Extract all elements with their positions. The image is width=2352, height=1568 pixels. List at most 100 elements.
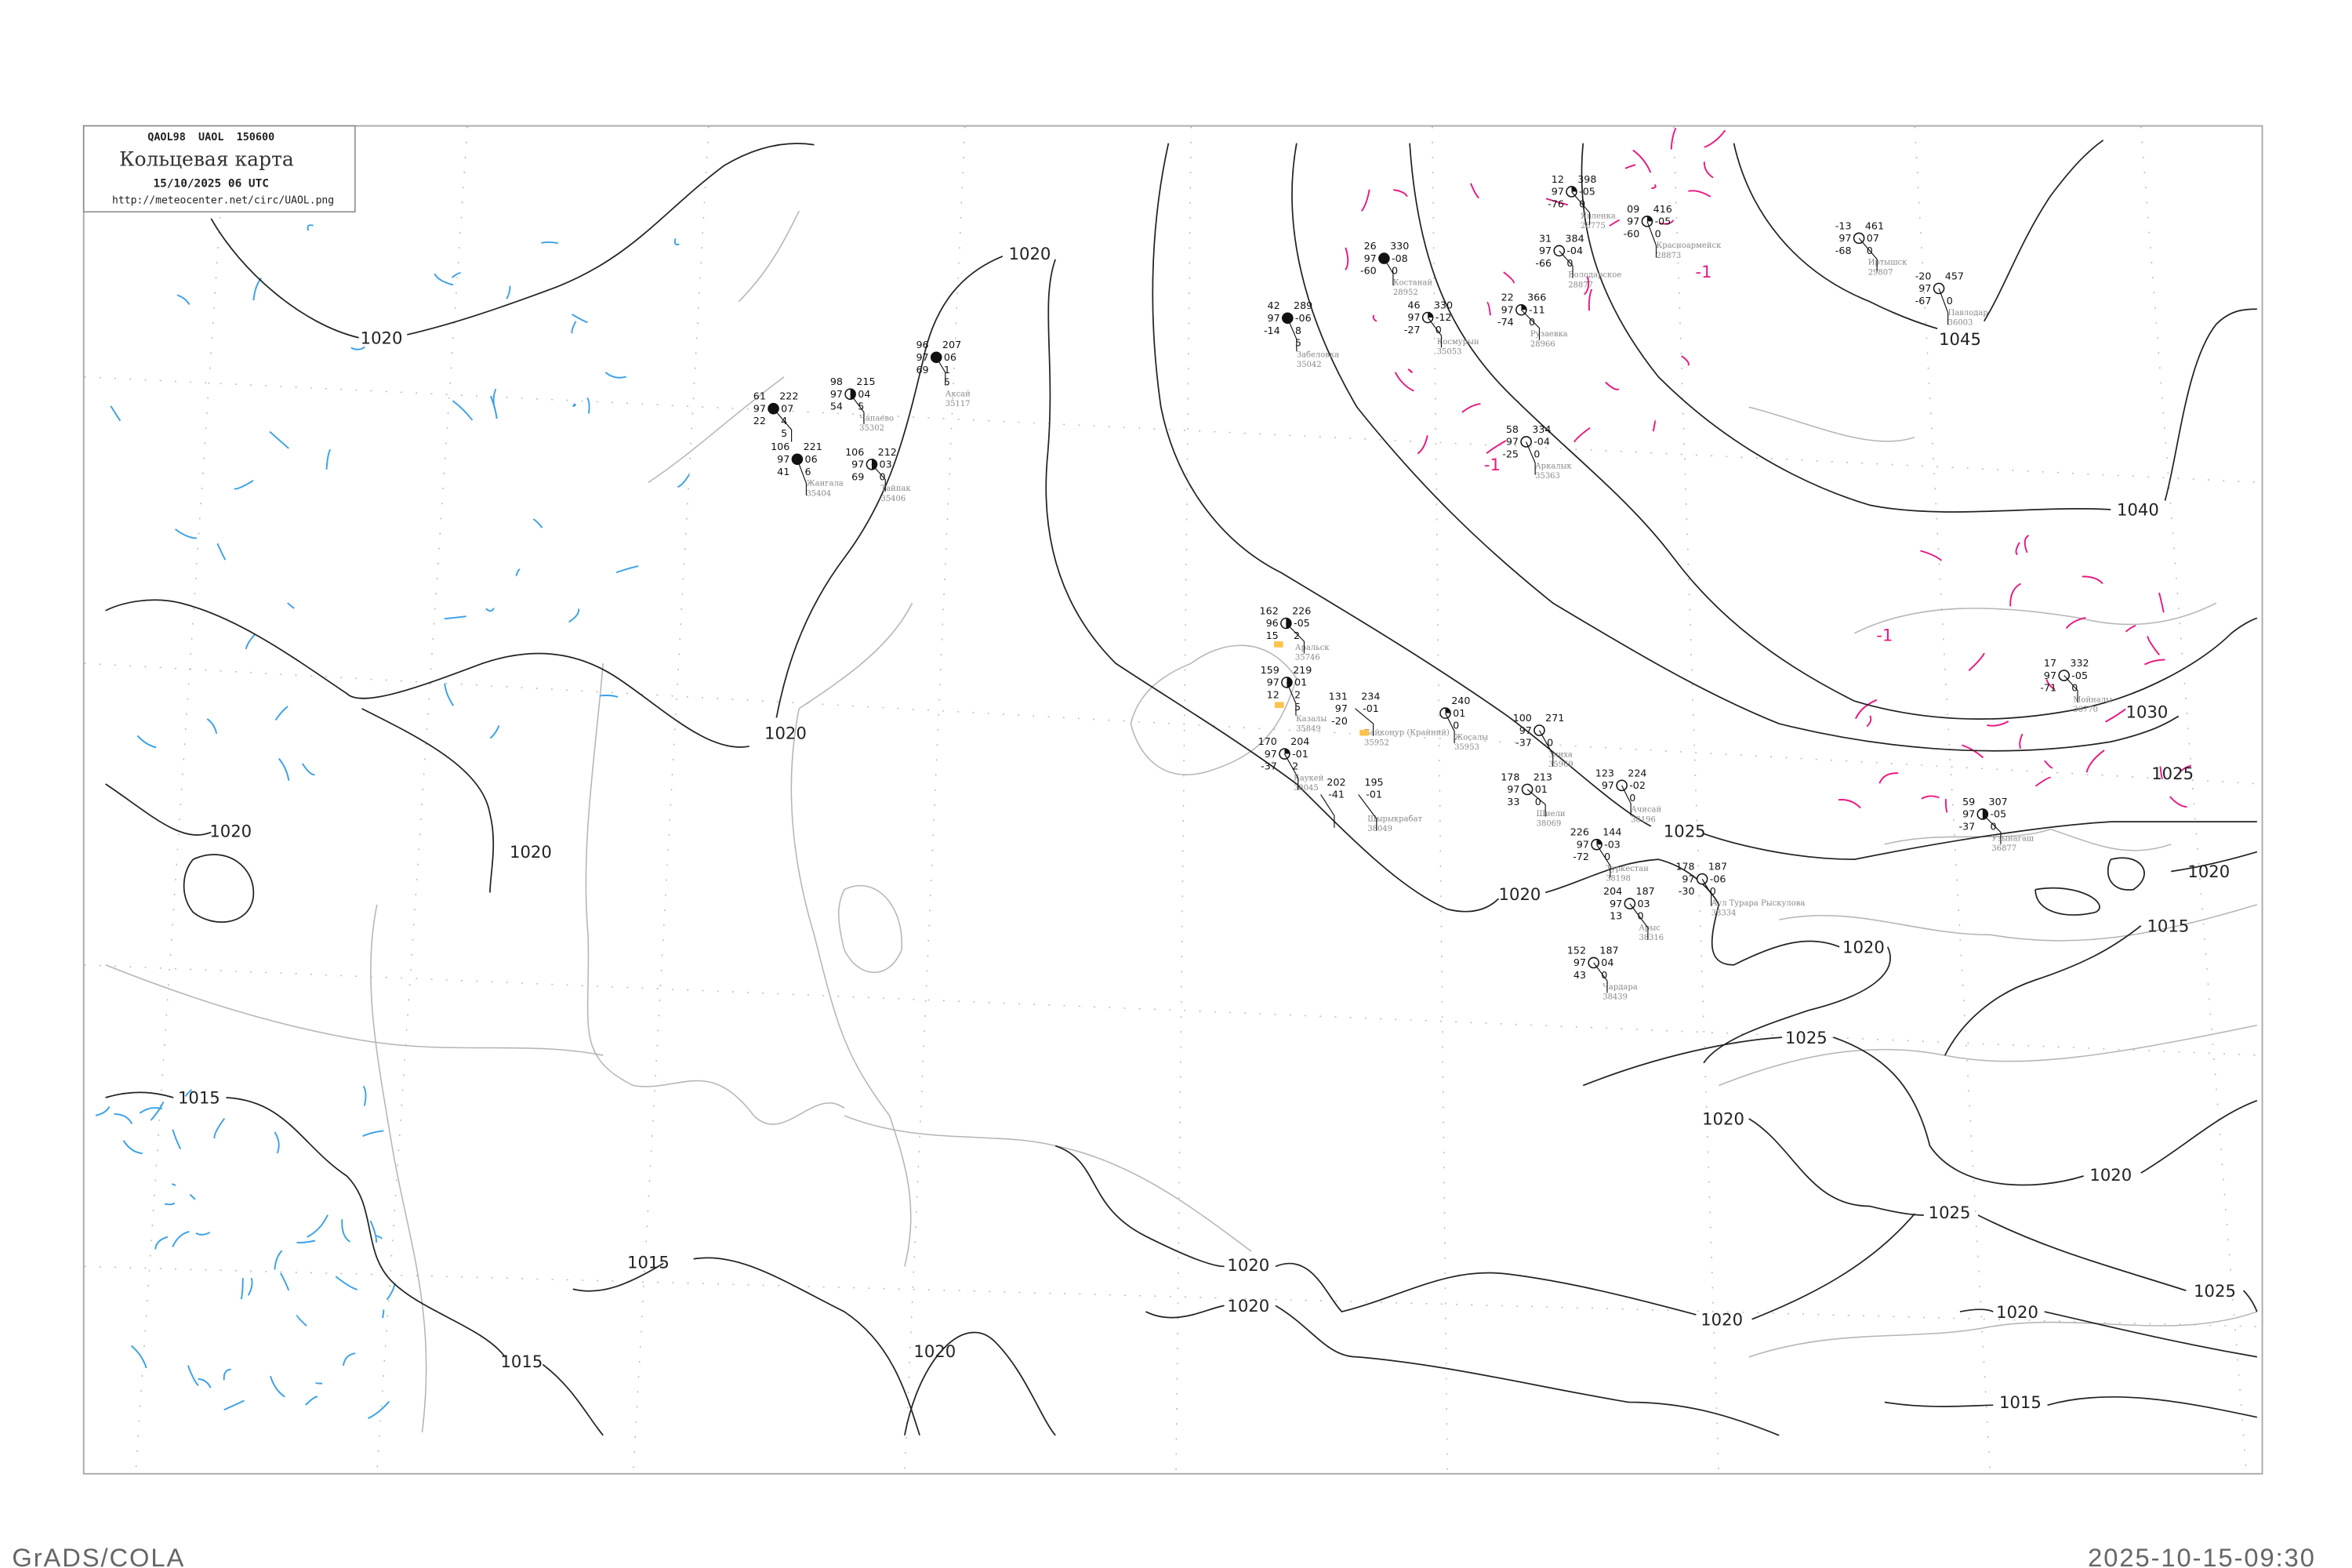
temperature: 22 [1501,292,1514,303]
station[interactable]: 195-01 Шырыкрабат 38049 [1358,776,1423,833]
temperature: 170 [1258,735,1277,747]
isobar-line [1884,1396,2258,1418]
wind-barb-icon [1538,730,1554,767]
isobar-label: 1025 [1785,1028,1828,1047]
station-name: Арыс [1639,924,1661,932]
negative-tendency-line [172,1183,176,1186]
cloud-cover-fill [871,459,877,470]
pressure: 207 [942,339,961,350]
isobar-line [1291,143,2180,752]
cloud-height: 97 [1507,783,1519,795]
pressure-tendency: -41 [1328,789,1345,800]
pressure: 240 [1451,695,1470,706]
header-box: QAOL98 UAOL 150600 Кольцевая карта 15/10… [82,125,356,212]
negative-tendency-line [130,1345,147,1369]
temperature: -20 [1915,270,1932,281]
negative-tendency-line [190,1194,196,1200]
negative-tendency-line [451,272,461,278]
temperature: 09 [1627,203,1639,215]
station-id: 38198 [1606,875,1631,884]
dew-point: 13 [1610,910,1622,922]
coastline-path [648,210,800,484]
snow-cover-marker [1359,729,1369,736]
pressure: 187 [1708,861,1727,873]
positive-tendency-line [1545,198,1569,206]
station-name: Байконур (Крайний) [1364,729,1450,738]
station-name: Красноармейск [1657,241,1722,250]
negative-tendency-line [600,695,619,698]
positive-tendency-line [1855,699,1878,720]
negative-tendency-line [280,1272,290,1291]
pressure-tendency: -06 [1295,312,1312,324]
station-name: Узынагаш [1991,834,2034,843]
wind-barb-icon [1982,814,2002,844]
station-name: Шиели [1537,810,1566,818]
negative-tendency-line [444,683,455,706]
negative-tendency-line [301,763,315,776]
negative-tendency-line [245,633,256,650]
pressure: 222 [779,390,798,402]
wind-barb-icon [1287,318,1298,352]
precipitation: 8 [1295,325,1301,336]
footer-software: GrADS/COLA [12,1543,185,1568]
pressure-tendency: 01 [1294,677,1307,688]
dew-point: -60 [1624,227,1640,239]
isobar-label: 1030 [2126,702,2169,721]
dew-point: -14 [1264,325,1280,336]
station-name: Аксай [946,390,971,398]
dew-point: 41 [777,466,789,477]
isobar-label: 1015 [500,1352,543,1371]
wind-barb-icon [797,459,808,495]
positive-tendency-line [1670,127,1677,150]
station-name: Чардара [1602,983,1638,992]
coastline-path [1130,644,1298,775]
negative-tendency-line [586,397,590,414]
dew-point: 69 [851,470,864,482]
precipitation: 0 [1392,265,1398,277]
isobar-line [1944,851,2258,1056]
pressure: 461 [1865,220,1884,231]
station-id: 28952 [1393,289,1418,297]
cloud-height: 97 [753,402,766,414]
pressure: 187 [1636,885,1655,897]
negative-tendency-line [286,602,295,609]
wind-barb-icon [1593,962,1608,993]
cloud-height: 97 [1501,303,1514,315]
positive-tendency-line [1360,189,1370,212]
isobar-label: 1025 [2194,1281,2236,1301]
negative-tendency-line [515,568,521,576]
positive-tendency-line [1503,271,1515,284]
station[interactable]: 202-41 [1320,776,1346,828]
isobar-label: 1025 [1929,1203,1971,1222]
